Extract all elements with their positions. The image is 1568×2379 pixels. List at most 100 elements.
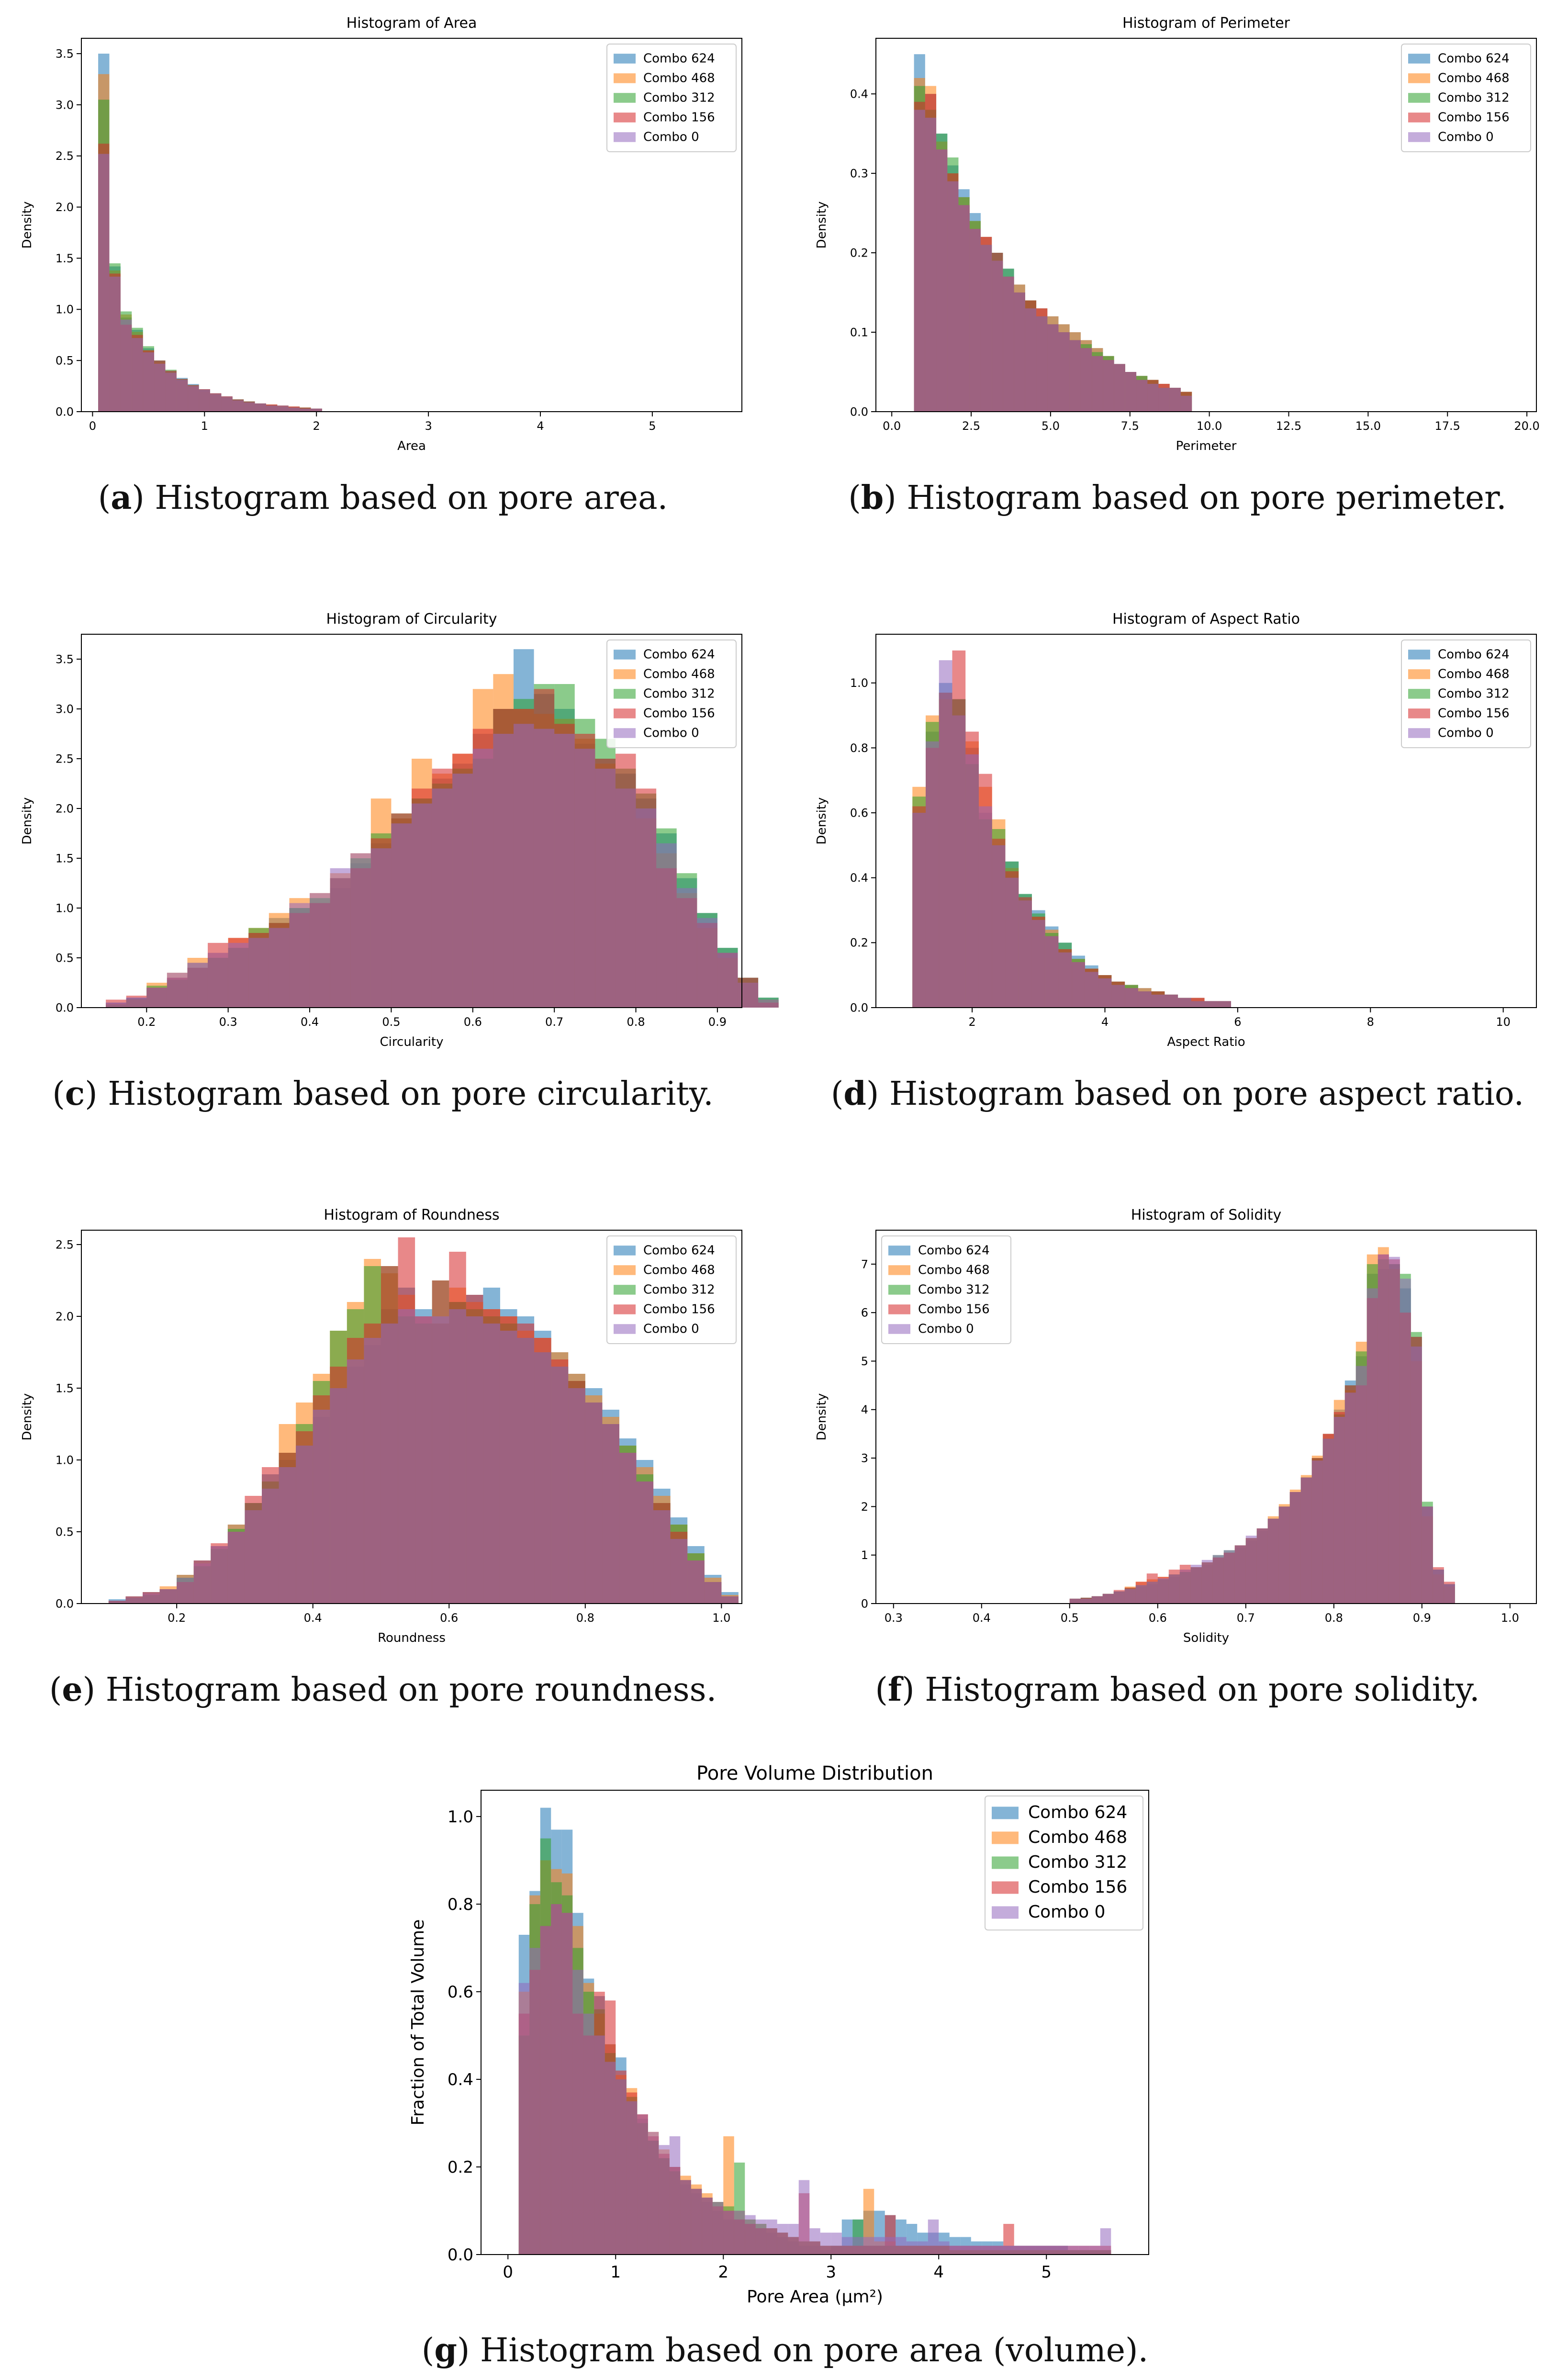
histogram-bar <box>1147 383 1159 412</box>
x-tick-label: 5 <box>1041 2263 1052 2282</box>
legend-label: Combo 624 <box>1028 1803 1127 1822</box>
histogram-bar <box>738 983 759 1008</box>
histogram-bar <box>1092 356 1103 412</box>
histogram-bar <box>906 2241 918 2255</box>
legend: Combo 624 Combo 468 Combo 312 Combo 156 Comb… <box>606 1235 737 1344</box>
histogram-bar <box>1165 994 1178 1008</box>
histogram-bar <box>1113 1591 1125 1604</box>
legend-swatch <box>1408 650 1430 660</box>
histogram-bar <box>1124 1589 1136 1604</box>
histogram-bar <box>483 1324 500 1604</box>
histogram-bar <box>146 988 167 1008</box>
histogram-bar <box>330 1388 347 1604</box>
histogram-bar <box>529 1948 540 2255</box>
y-tick-label: 0.4 <box>850 88 868 101</box>
histogram-bar <box>1223 1550 1235 1604</box>
histogram-bar <box>896 2237 907 2255</box>
legend-label: Combo 468 <box>1028 1828 1127 1847</box>
histogram-bar <box>199 390 210 412</box>
y-tick-label: 3.0 <box>56 98 74 112</box>
histogram-bar <box>432 1316 449 1604</box>
histogram-bar <box>232 400 244 412</box>
histogram-bar <box>391 823 412 1008</box>
y-tick-label: 0.0 <box>56 1001 74 1014</box>
histogram-bar <box>364 1338 381 1604</box>
caption-e: (e) Histogram based on pore roundness. <box>49 1671 717 1709</box>
histogram-bar <box>809 2228 820 2255</box>
y-axis-label: Density <box>815 1393 829 1441</box>
histogram-bar <box>1103 360 1114 412</box>
histogram-bar <box>1136 380 1148 412</box>
histogram-bar <box>1169 388 1181 412</box>
caption-f: (f) Histogram based on pore solidity. <box>875 1671 1480 1709</box>
chart-title: Histogram of Perimeter <box>1122 15 1290 32</box>
x-tick-label: 8 <box>1367 1015 1374 1029</box>
histogram-bar <box>1157 1578 1169 1604</box>
y-tick-label: 4 <box>861 1403 868 1416</box>
caption-g-text: Histogram based on pore area (volume). <box>470 2332 1149 2369</box>
legend-label: Combo 468 <box>643 1263 715 1278</box>
histogram-bar <box>1091 1596 1103 1604</box>
histogram-bar <box>939 2241 950 2255</box>
y-tick-label: 0.5 <box>56 354 74 368</box>
histogram-bar <box>788 2223 799 2255</box>
histogram-bar <box>1135 1585 1147 1604</box>
caption-g: (g) Histogram based on pore area (volume… <box>421 2331 1149 2369</box>
x-tick-label: 0.4 <box>301 1015 319 1029</box>
y-tick-label: 0.8 <box>448 1895 473 1914</box>
legend-box <box>606 44 737 152</box>
legend-swatch <box>1408 689 1430 699</box>
histogram-bar <box>914 110 925 412</box>
histogram-bar <box>143 1593 160 1604</box>
histogram-bar <box>1080 1598 1092 1604</box>
histogram-bar <box>1047 324 1059 412</box>
histogram-bar <box>1014 2245 1025 2255</box>
y-tick-label: 1.5 <box>56 1381 74 1395</box>
y-tick-label: 0.8 <box>850 741 868 755</box>
legend-swatch <box>614 93 636 103</box>
x-tick-label: 15.0 <box>1355 419 1381 433</box>
caption-a-text: Histogram based on pore area. <box>144 479 668 517</box>
legend-label: Combo 312 <box>643 91 715 105</box>
x-tick-label: 6 <box>1234 1015 1241 1029</box>
caption-d-text: Histogram based on pore aspect ratio. <box>879 1075 1524 1113</box>
histogram-bar <box>676 888 697 1008</box>
histogram-bar <box>513 724 534 1008</box>
caption-g-letter: g <box>434 2331 457 2369</box>
legend-label: Combo 624 <box>643 648 715 662</box>
legend-label: Combo 624 <box>918 1244 990 1258</box>
bars-group <box>518 1807 1111 2255</box>
histogram-bar <box>992 260 1003 412</box>
histogram-bar <box>1068 2245 1079 2255</box>
y-tick-label: 1.5 <box>56 852 74 865</box>
histogram-bar <box>1212 1555 1224 1604</box>
histogram-bar <box>717 953 738 1008</box>
histogram-bar <box>648 2132 659 2255</box>
histogram-bar <box>1289 1492 1301 1604</box>
y-tick-label: 0.0 <box>850 405 868 418</box>
histogram-bar <box>106 1002 126 1008</box>
histogram-bar <box>1114 364 1125 412</box>
caption-d: (d) Histogram based on pore aspect ratio… <box>830 1075 1524 1113</box>
caption-e-letter: e <box>62 1671 83 1709</box>
y-tick-label: 0.3 <box>850 167 868 180</box>
legend-label: Combo 156 <box>1028 1877 1127 1897</box>
histogram-bar <box>551 1904 562 2255</box>
legend-label: Combo 468 <box>643 667 715 682</box>
x-tick-label: 10.0 <box>1197 419 1222 433</box>
y-axis-label: Density <box>815 797 829 845</box>
histogram-bar <box>939 660 952 1008</box>
chart-panel-pore-volume: Pore Volume Distribution 0 1 2 3 4 5 0.0 0.2 0.4 0… <box>392 1747 1177 2317</box>
histogram-bar <box>928 2219 939 2255</box>
legend-swatch <box>1408 669 1430 679</box>
histogram-bar <box>653 1510 671 1604</box>
caption-c-text: Histogram based on pore circularity. <box>97 1075 714 1113</box>
legend-box <box>881 1235 1011 1344</box>
histogram-bar <box>398 1309 415 1604</box>
legend-swatch <box>1408 54 1430 64</box>
histogram-bar <box>262 1489 279 1604</box>
histogram-bar <box>912 813 926 1008</box>
histogram-bar <box>863 2237 874 2255</box>
y-tick-label: 1 <box>861 1549 868 1562</box>
histogram-bar <box>534 1352 551 1604</box>
